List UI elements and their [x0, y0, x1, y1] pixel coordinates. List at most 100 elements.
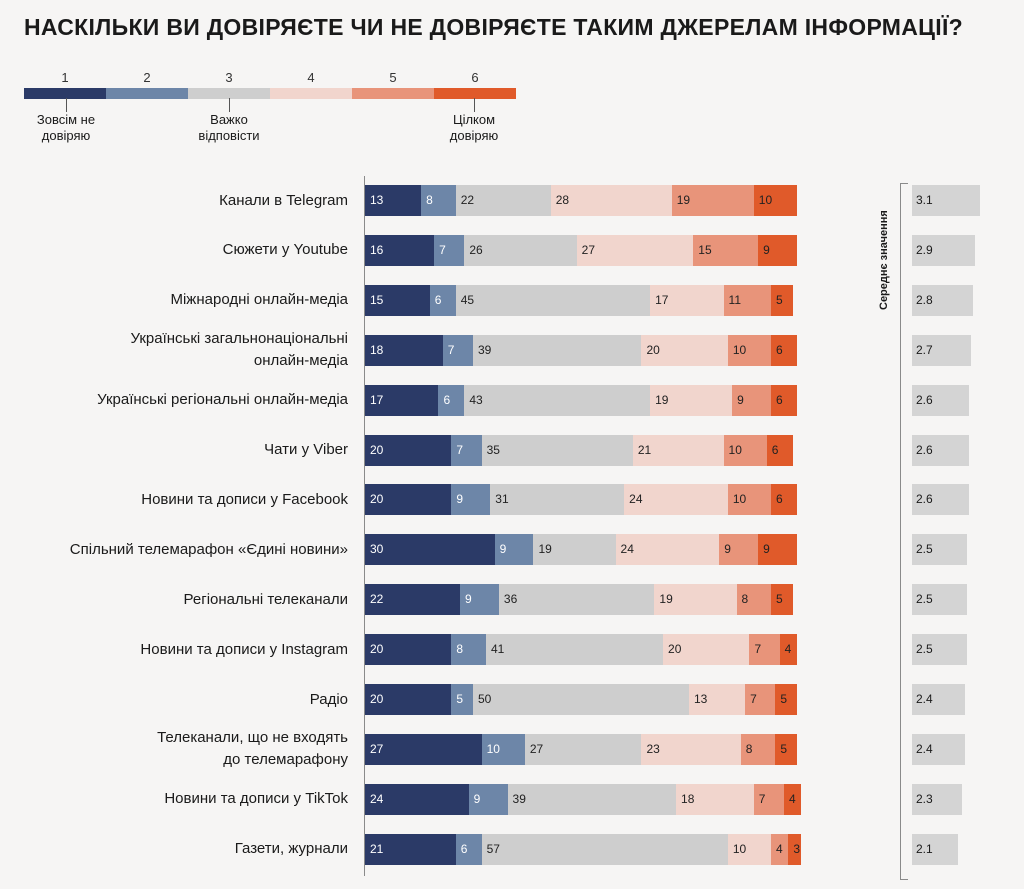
- data-label: 7: [758, 791, 766, 806]
- bar-segment: 9: [494, 534, 534, 566]
- bar-segment: 6: [771, 384, 797, 416]
- data-label: 36: [503, 592, 518, 607]
- mean-label: 2.6: [916, 392, 933, 407]
- data-label: 20: [370, 642, 384, 657]
- bar-row: 21 6 57 10 4 3: [365, 833, 802, 865]
- data-label: 20: [370, 492, 384, 507]
- mean-label: 2.7: [916, 342, 933, 357]
- bar-segment: 39: [507, 783, 677, 815]
- scale-label-right: Цілком довіряю: [449, 112, 499, 143]
- bar-segment: 5: [775, 684, 797, 715]
- data-label: 6: [776, 342, 783, 357]
- bar-segment: 21: [365, 833, 456, 865]
- scale-swatch-6: [434, 88, 516, 99]
- mean-label: 2.6: [916, 442, 933, 457]
- data-label: 6: [771, 442, 779, 457]
- data-label: 7: [456, 442, 464, 457]
- bar-row: 16 7 26 27 15 9: [365, 234, 797, 266]
- category-label: Телеканали, що не входять до телемарафону: [157, 729, 348, 769]
- scale-number-4: 4: [307, 70, 315, 85]
- data-label: 22: [370, 592, 384, 607]
- category-label: Сюжети у Youtube: [222, 241, 348, 259]
- bar-row: 27 10 27 23 8 5: [365, 733, 797, 765]
- bar-segment: 6: [455, 833, 482, 865]
- bar-row: 20 9 31 24 10 6: [365, 484, 797, 516]
- data-label: 9: [724, 542, 731, 557]
- scale-number-6: 6: [471, 70, 479, 85]
- bar-segment: 9: [758, 234, 797, 266]
- bar-row: 20 5 50 13 7 5: [365, 684, 797, 715]
- mean-bar: 2.1: [912, 833, 958, 865]
- data-label: 10: [758, 193, 773, 207]
- bar-segment: 6: [766, 434, 793, 466]
- data-label: 19: [659, 592, 673, 607]
- bar-segment: 26: [464, 234, 577, 266]
- mean-label: 2.3: [916, 791, 933, 806]
- bar-row: 20 8 41 20 7 4: [365, 634, 797, 666]
- mean-bar: 2.3: [912, 783, 963, 815]
- bar-segment: 6: [771, 484, 797, 516]
- data-label: 9: [763, 542, 770, 557]
- mean-label: 2.1: [916, 841, 933, 856]
- data-label: 30: [370, 542, 384, 557]
- data-label: 7: [439, 242, 446, 257]
- data-label: 27: [581, 242, 596, 257]
- bar-segment: 4: [771, 833, 789, 865]
- scale-number-5: 5: [389, 70, 397, 85]
- category-label: Газети, журнали: [234, 840, 348, 858]
- bar-segment: 19: [654, 584, 737, 616]
- data-label: 7: [754, 642, 762, 657]
- scale-label-left: Зовсім не довіряю: [36, 112, 96, 143]
- data-label: 10: [486, 741, 500, 756]
- bar-row: 18 7 39 20 10 6: [365, 334, 797, 366]
- bar-segment: 9: [719, 534, 759, 566]
- bar-row: 20 7 35 21 10 6: [365, 434, 793, 466]
- data-label: 9: [737, 392, 744, 407]
- category-label: Регіональні телеканали: [183, 590, 348, 608]
- data-label: 43: [469, 392, 483, 407]
- category-label: Українські регіональні онлайн-медіа: [97, 391, 348, 409]
- bar-segment: 24: [624, 484, 728, 516]
- bar-segment: 9: [460, 584, 499, 616]
- data-label: 5: [776, 292, 783, 307]
- bar-segment: 9: [451, 484, 491, 516]
- scale-swatch-1: [24, 88, 106, 99]
- mean-label: 2.4: [916, 692, 933, 706]
- bar-segment: 20: [365, 484, 452, 516]
- data-label: 8: [456, 642, 464, 657]
- bar-segment: 18: [365, 334, 443, 366]
- category-label: Чати у Viber: [264, 441, 348, 458]
- data-label: 8: [741, 592, 749, 607]
- data-label: 10: [732, 492, 747, 507]
- bar-segment: 20: [663, 634, 750, 666]
- data-label: 6: [460, 841, 468, 856]
- bar-segment: 5: [775, 733, 797, 765]
- mean-bar: 3.1: [912, 185, 980, 216]
- bar-segment: 9: [758, 534, 797, 566]
- data-label: 19: [655, 392, 669, 407]
- data-label: 20: [646, 342, 660, 357]
- bar-segment: 6: [438, 384, 465, 416]
- data-label: 4: [789, 791, 796, 806]
- data-label: 5: [776, 592, 783, 607]
- bar-segment: 19: [533, 534, 616, 566]
- bar-segment: 10: [723, 434, 767, 466]
- bar-segment: 15: [365, 284, 430, 316]
- mean-title: Середнє значення: [878, 210, 890, 310]
- bar-segment: 13: [365, 185, 422, 216]
- bar-segment: 17: [650, 284, 724, 316]
- bar-segment: 22: [455, 185, 551, 216]
- category-label: Радіо: [309, 690, 348, 708]
- scale-bar: [24, 88, 516, 99]
- bar-row: 17 6 43 19 9 6: [365, 384, 797, 416]
- data-label: 6: [776, 392, 783, 407]
- bar-segment: 7: [745, 684, 776, 715]
- bar-segment: 17: [365, 384, 439, 416]
- mean-bar: 2.5: [912, 634, 967, 666]
- data-label: 9: [465, 592, 472, 607]
- data-label: 6: [776, 492, 783, 507]
- bar-segment: 22: [365, 584, 461, 616]
- scale-number-2: 2: [143, 70, 151, 85]
- data-label: 8: [745, 741, 753, 756]
- bar-segment: 8: [740, 733, 776, 765]
